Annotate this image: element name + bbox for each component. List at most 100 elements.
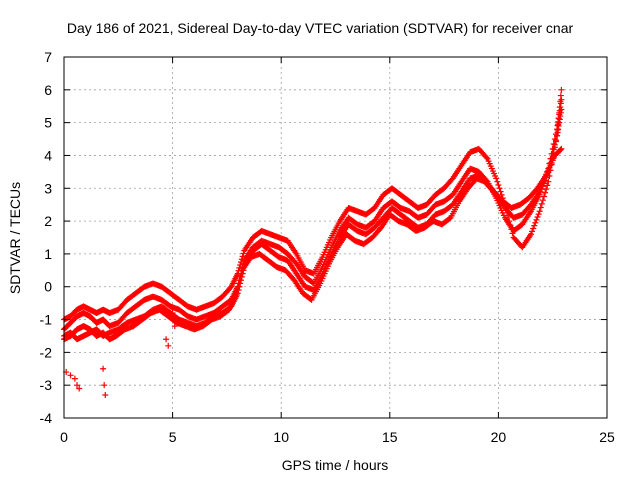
data-point bbox=[483, 154, 490, 161]
y-axis-ticks: -4 -3 -2 -1 0 1 2 3 4 5 6 7 bbox=[40, 49, 607, 426]
data-point bbox=[537, 185, 544, 192]
x-tick-label: 10 bbox=[273, 429, 289, 445]
data-point bbox=[531, 222, 538, 229]
data-point bbox=[67, 372, 74, 379]
data-point bbox=[71, 375, 78, 382]
x-axis-ticks: 0 5 10 15 20 25 bbox=[60, 57, 615, 445]
data-point bbox=[539, 179, 546, 186]
data-point bbox=[558, 96, 565, 103]
y-tick-label: -4 bbox=[40, 410, 53, 426]
data-point bbox=[544, 182, 551, 189]
data-point bbox=[537, 204, 544, 211]
data-point bbox=[102, 392, 109, 399]
data-point bbox=[496, 185, 503, 192]
data-point bbox=[509, 230, 516, 237]
data-point bbox=[529, 228, 536, 235]
y-tick-label: 7 bbox=[44, 49, 52, 65]
data-point bbox=[235, 287, 242, 294]
data-point bbox=[541, 177, 548, 184]
data-point bbox=[534, 213, 541, 220]
data-point bbox=[507, 222, 514, 229]
data-point bbox=[546, 172, 553, 179]
data-point bbox=[558, 86, 565, 93]
data-point bbox=[532, 219, 539, 226]
y-tick-label: 1 bbox=[44, 246, 52, 262]
data-point bbox=[542, 174, 549, 181]
data-point bbox=[533, 216, 540, 223]
data-point bbox=[546, 160, 553, 167]
x-tick-label: 15 bbox=[382, 429, 398, 445]
data-point bbox=[236, 264, 243, 271]
y-tick-label: 6 bbox=[44, 82, 52, 98]
x-tick-label: 20 bbox=[491, 429, 507, 445]
data-point bbox=[74, 382, 81, 389]
data-point bbox=[493, 175, 500, 182]
data-point bbox=[549, 145, 556, 152]
y-tick-label: 4 bbox=[44, 147, 52, 163]
x-tick-label: 0 bbox=[60, 429, 68, 445]
data-point bbox=[165, 342, 172, 349]
data-point bbox=[530, 225, 537, 232]
data-point bbox=[163, 336, 170, 343]
x-tick-label: 5 bbox=[169, 429, 177, 445]
y-axis-label: SDTVAR / TECUs bbox=[7, 182, 23, 294]
data-point bbox=[498, 191, 505, 198]
data-point bbox=[552, 131, 559, 138]
data-point bbox=[101, 382, 108, 389]
data-point bbox=[238, 259, 245, 266]
data-point bbox=[535, 211, 542, 218]
data-point bbox=[550, 140, 557, 147]
data-point bbox=[557, 146, 564, 153]
series-track-d bbox=[61, 96, 565, 343]
data-point bbox=[495, 181, 502, 188]
data-point bbox=[538, 182, 545, 189]
y-tick-label: -1 bbox=[40, 312, 53, 328]
data-point bbox=[497, 188, 504, 195]
series-track-c bbox=[61, 86, 565, 323]
y-tick-label: 0 bbox=[44, 279, 52, 295]
data-point bbox=[238, 277, 245, 284]
data-point bbox=[536, 188, 543, 195]
y-tick-label: 5 bbox=[44, 115, 52, 131]
data-point bbox=[240, 267, 247, 274]
data-point bbox=[234, 290, 241, 297]
data-markers bbox=[61, 86, 565, 399]
data-point bbox=[545, 178, 552, 185]
data-point bbox=[237, 280, 244, 287]
data-point bbox=[508, 226, 515, 233]
data-point bbox=[551, 136, 558, 143]
data-point bbox=[543, 186, 550, 193]
data-point bbox=[539, 197, 546, 204]
data-point bbox=[240, 250, 247, 257]
y-tick-label: 2 bbox=[44, 213, 52, 229]
data-point bbox=[171, 323, 178, 330]
x-axis-label: GPS time / hours bbox=[282, 457, 389, 473]
data-point bbox=[541, 193, 548, 200]
data-point bbox=[538, 200, 545, 207]
data-point bbox=[169, 309, 176, 316]
data-point bbox=[494, 178, 501, 185]
data-point bbox=[237, 261, 244, 268]
data-point bbox=[558, 145, 565, 152]
data-point bbox=[527, 231, 534, 238]
y-tick-label: -3 bbox=[40, 377, 53, 393]
y-tick-label: -2 bbox=[40, 344, 53, 360]
chart-title: Day 186 of 2021, Sidereal Day-to-day VTE… bbox=[67, 20, 574, 36]
data-point bbox=[547, 155, 554, 162]
data-point bbox=[238, 256, 245, 263]
data-point bbox=[100, 365, 107, 372]
data-point bbox=[506, 218, 513, 225]
data-point bbox=[76, 385, 83, 392]
data-point bbox=[536, 208, 543, 215]
data-point bbox=[239, 270, 246, 277]
data-point bbox=[238, 273, 245, 280]
data-point bbox=[543, 171, 550, 178]
data-point bbox=[548, 150, 555, 157]
data-point bbox=[545, 165, 552, 172]
data-point bbox=[239, 253, 246, 260]
data-point bbox=[542, 189, 549, 196]
data-point bbox=[236, 283, 243, 290]
x-tick-label: 25 bbox=[599, 429, 615, 445]
